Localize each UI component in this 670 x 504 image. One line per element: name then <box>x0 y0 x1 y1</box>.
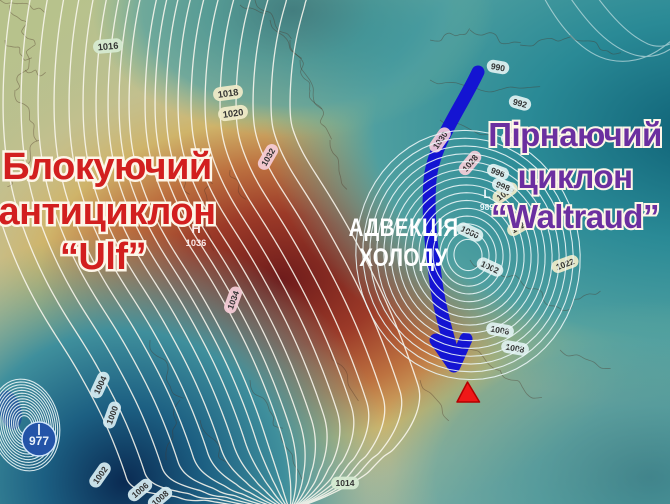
svg-text:1036: 1036 <box>186 238 207 248</box>
svg-text:977: 977 <box>29 434 49 448</box>
svg-text:1014: 1014 <box>336 478 355 488</box>
svg-text:1016: 1016 <box>97 41 118 53</box>
